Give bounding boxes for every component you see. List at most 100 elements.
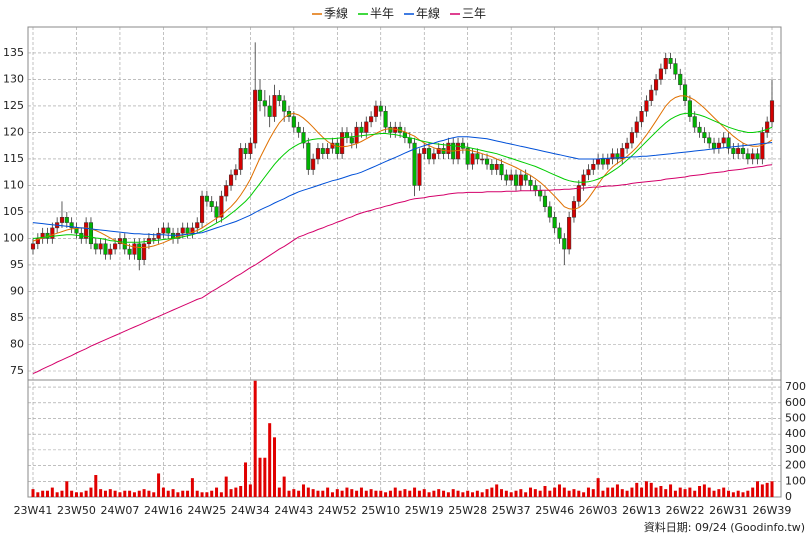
x-tick-label: 23W41 (14, 504, 53, 517)
candle-body (711, 142, 717, 149)
volume-bar (70, 490, 74, 497)
volume-bar (306, 487, 310, 497)
candle-body (605, 158, 610, 165)
volume-bar (586, 487, 590, 497)
plot-frame (27, 26, 782, 498)
candle-body (547, 206, 552, 218)
volume-bar (123, 490, 127, 497)
candle-body (301, 132, 306, 144)
volume-bar (669, 484, 673, 497)
volume-bar (533, 489, 537, 497)
candle-body (383, 111, 388, 128)
y-tick-label: 115 (3, 152, 24, 165)
volume-bar (490, 487, 494, 497)
volume-tick-label: 500 (785, 411, 806, 424)
volume-bar (746, 490, 750, 497)
volume-bar (108, 489, 112, 497)
volume-bar (84, 490, 88, 497)
candle-body (596, 158, 601, 165)
volume-bar (234, 487, 238, 497)
volume-bar (451, 489, 455, 497)
candle-body (610, 153, 615, 160)
candle-body (214, 206, 219, 218)
candle-body (243, 148, 248, 154)
candle-body (620, 148, 625, 160)
volume-bar (548, 490, 552, 497)
candle-body (422, 148, 427, 154)
x-tick-label: 25W10 (361, 504, 400, 517)
candle-body (378, 105, 383, 112)
volume-bar (345, 487, 349, 497)
volume-bar (707, 487, 711, 497)
volume-bar (727, 490, 731, 497)
volume-bar (606, 487, 610, 497)
volume-bar (751, 487, 755, 497)
volume-tick-label: 600 (785, 396, 806, 409)
legend-label: 季線 (324, 6, 348, 21)
candle-body (315, 148, 321, 160)
volume-bar (195, 490, 199, 497)
candle-body (586, 169, 591, 176)
volume-bar (625, 490, 629, 497)
candle-body (30, 243, 36, 250)
y-tick-label: 90 (10, 284, 24, 297)
candle-body (257, 89, 263, 101)
candle-body (513, 174, 519, 186)
volume-bar (731, 492, 735, 497)
candle-body (707, 137, 712, 144)
candle-body (745, 153, 750, 160)
candle-body (683, 84, 688, 101)
candle-body (431, 153, 436, 160)
candle-body (494, 164, 499, 170)
ma-line (32, 112, 773, 243)
candle-body (373, 105, 378, 117)
candle-body (658, 68, 663, 80)
volume-bar (292, 489, 296, 497)
candle-body (388, 126, 393, 133)
candle-body (156, 232, 161, 239)
volume-bar (99, 489, 103, 497)
volume-bar (190, 478, 194, 497)
volume-bar (171, 489, 175, 497)
volume-bar (215, 487, 219, 497)
x-tick-label: 26W39 (753, 504, 792, 517)
volume-bar (118, 492, 122, 497)
candle-body (489, 164, 494, 170)
candle-body (750, 153, 755, 160)
volume-bar (224, 476, 228, 497)
volume-bar (152, 492, 156, 497)
volume-tick-label: 300 (785, 443, 806, 456)
candle-body (88, 222, 94, 245)
volume-bar (741, 492, 745, 497)
x-tick-label: 25W19 (405, 504, 444, 517)
candle-body (644, 100, 649, 112)
volume-bar (316, 490, 320, 497)
candle-body (311, 158, 316, 170)
volume-bar (524, 492, 528, 497)
candle-body (248, 142, 253, 154)
candle-body (625, 142, 630, 149)
ma-line (32, 136, 773, 236)
volume-bar (186, 490, 190, 497)
volume-bar (137, 490, 141, 497)
volume-bar (485, 489, 489, 497)
volume-bar (219, 492, 223, 497)
y-tick-label: 80 (10, 337, 24, 350)
volume-bar (364, 490, 368, 497)
volume-bar (239, 486, 243, 497)
candle-body (50, 227, 55, 239)
volume-bar (577, 490, 581, 497)
candle-body (166, 227, 171, 234)
candle-body (629, 132, 634, 144)
candle-body (721, 137, 726, 144)
x-tick-label: 24W07 (101, 504, 140, 517)
volume-bar (393, 487, 397, 497)
volume-bar (572, 489, 576, 497)
volume-bar (229, 489, 233, 497)
candle-body (639, 111, 644, 123)
candle-body (504, 174, 509, 181)
candles (30, 42, 775, 375)
candle-body (354, 126, 359, 144)
candle-body (692, 116, 697, 128)
volume-bar (688, 487, 692, 497)
